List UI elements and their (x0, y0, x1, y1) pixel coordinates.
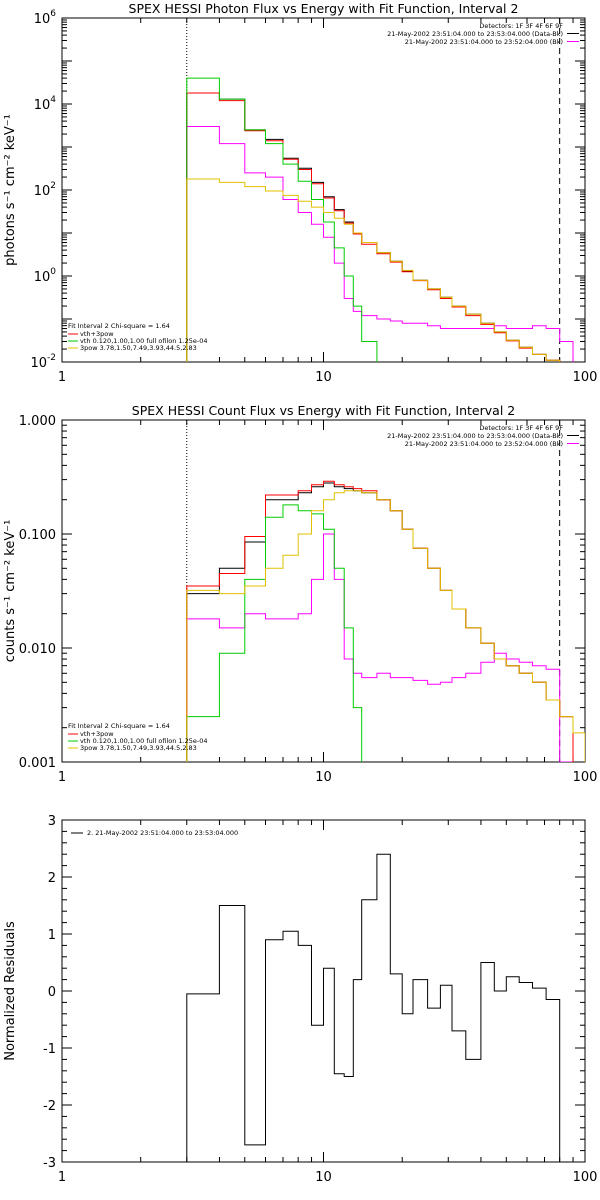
y-tick-label: 0.100 (19, 528, 56, 543)
y-tick-label: 100 (34, 267, 57, 285)
panel-3: 1 10 100 -3 -2 -1 0 1 2 3 Normalized Residuals 2. 2… (3, 814, 597, 1185)
y-tick-label: 3 (48, 814, 56, 829)
x-tick-label: 100 (573, 370, 598, 385)
series-line-4 (186, 504, 363, 762)
series-line-5 (186, 178, 561, 362)
y-tick-label: 1 (48, 928, 56, 943)
legend-label: 3pow 3.78,1.50,7.49,3.93,44.5,2.83 (80, 344, 197, 352)
y-tick-label: 0.010 (19, 642, 56, 657)
y-tick-label: 0 (48, 985, 56, 1000)
x-tick-label: 10 (315, 770, 332, 785)
y-axis-label: counts s⁻¹ cm⁻² keV⁻¹ (3, 520, 18, 663)
legend-label: vth+3pow (80, 330, 114, 338)
fit-header: Fit Interval 2 Chi-square = 1.64 (68, 722, 170, 730)
y-tick-label: 106 (34, 9, 57, 27)
y-axis-label: photons s⁻¹ cm⁻² keV⁻¹ (3, 114, 18, 266)
y-tick-label: 1.000 (19, 414, 56, 429)
panel-1: SPEX HESSI Photon Flux vs Energy with Fi… (3, 1, 597, 385)
y-tick-label: 104 (34, 95, 57, 113)
x-tick-label: 1 (58, 770, 66, 785)
x-tick-label: 100 (573, 1170, 598, 1185)
series-line-1 (186, 853, 561, 1162)
y-tick-label: 102 (34, 181, 56, 199)
plot-frame (61, 419, 586, 763)
legend-label: vth 0.120,1.00,1.00 full ofilon 1.25e-04 (80, 737, 208, 745)
chart-title: SPEX HESSI Photon Flux vs Energy with Fi… (129, 1, 519, 16)
info-line: 21-May-2002 23:51:04.000 to 23:53:04.000… (387, 30, 563, 38)
info-line: Detectors: 1F 3F 4F 6F 9F (479, 424, 563, 432)
y-tick-label: -3 (43, 1156, 56, 1171)
panel-2: SPEX HESSI Count Flux vs Energy with Fit… (3, 403, 597, 785)
series-line-2 (186, 533, 574, 762)
legend-label: 3pow 3.78,1.50,7.49,3.93,44.5,2.83 (80, 744, 197, 752)
x-tick-label: 10 (315, 1170, 332, 1185)
fit-header: Fit Interval 2 Chi-square = 1.64 (68, 322, 170, 330)
series-line-4 (186, 77, 378, 362)
legend-label: vth+3pow (80, 730, 114, 738)
y-tick-label: 0.001 (19, 756, 56, 771)
y-tick-label: -1 (43, 1042, 56, 1057)
series-line-5 (186, 490, 585, 762)
chart-title: SPEX HESSI Count Flux vs Energy with Fit… (132, 403, 515, 418)
series-line-1 (186, 92, 561, 362)
y-axis-label: Normalized Residuals (3, 921, 18, 1061)
y-tick-label: 2 (48, 871, 56, 886)
x-tick-label: 1 (58, 370, 66, 385)
info-line: 21-May-2002 23:51:04.000 to 23:53:04.000… (387, 432, 563, 440)
legend-label: 2. 21-May-2002 23:51:04.000 to 23:53:04.… (87, 829, 238, 837)
info-line: 21-May-2002 23:51:04.000 to 23:52:04.000… (405, 440, 563, 448)
info-line: Detectors: 1F 3F 4F 6F 9F (479, 22, 563, 30)
x-tick-label: 10 (315, 370, 332, 385)
x-tick-label: 100 (573, 770, 598, 785)
series-line-3 (186, 92, 561, 362)
info-line: 21-May-2002 23:51:04.000 to 23:52:04.000… (405, 38, 563, 46)
x-tick-label: 1 (58, 1170, 66, 1185)
y-tick-label: 10-2 (30, 353, 56, 371)
y-tick-label: -2 (43, 1099, 56, 1114)
series-line-2 (186, 126, 574, 362)
legend-label: vth 0.120,1.00,1.00 full ofilon 1.25e-04 (80, 337, 208, 345)
